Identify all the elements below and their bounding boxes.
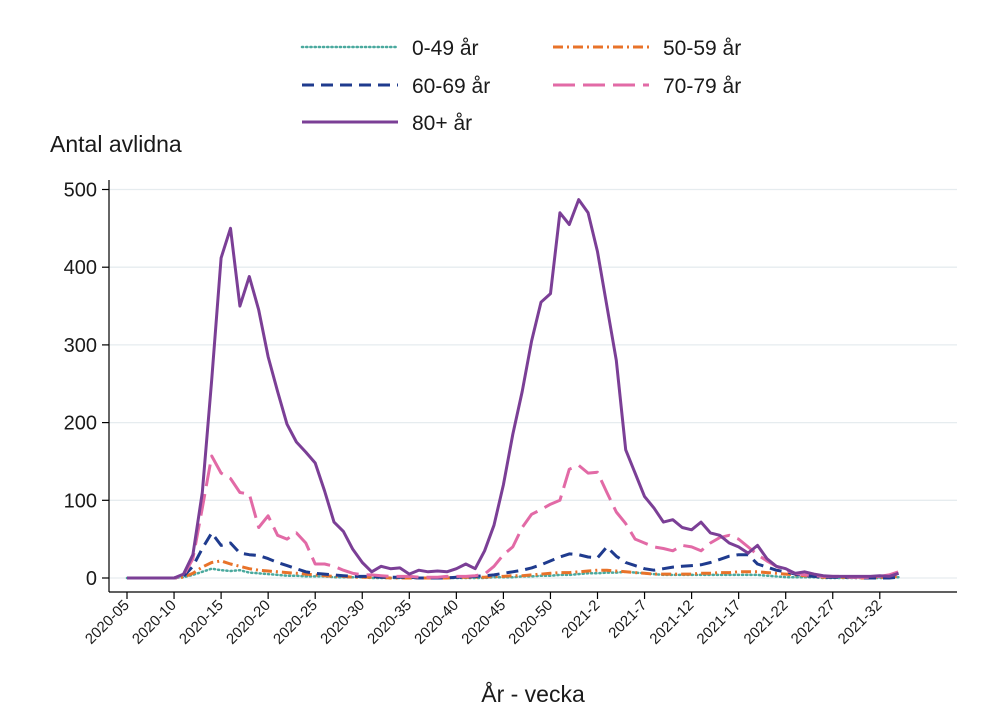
x-tick-label-8: 2020-45	[458, 597, 509, 648]
legend-item-60-69: 60-69 år	[302, 75, 490, 98]
y-tick-label-400: 400	[64, 257, 97, 279]
x-tick-label-10: 2021-2	[558, 597, 603, 642]
x-tick-label-6: 2020-35	[364, 597, 415, 648]
x-axis-ticks: 2020-052020-102020-152020-202020-252020-…	[82, 592, 886, 648]
legend-label-70-79: 70-79 år	[663, 75, 741, 98]
x-tick-label-14: 2021-22	[741, 597, 792, 648]
series-line-0	[125, 567, 900, 580]
x-tick-label-4: 2020-25	[270, 597, 321, 648]
y-axis-title: Antal avlidna	[50, 131, 182, 157]
x-tick-label-5: 2020-30	[317, 597, 368, 648]
legend-item-80plus: 80+ år	[302, 112, 472, 135]
x-tick-label-15: 2021-27	[788, 597, 839, 648]
legend-label-60-69: 60-69 år	[412, 75, 490, 98]
y-tick-label-300: 300	[64, 335, 97, 357]
x-tick-label-9: 2020-50	[505, 597, 556, 648]
x-tick-label-13: 2021-17	[694, 597, 745, 648]
y-axis-ticks: 0 100 200 300 400 500	[64, 180, 109, 590]
legend-label-80plus: 80+ år	[412, 112, 472, 135]
x-tick-label-11: 2021-7	[605, 597, 650, 642]
series-line-4	[127, 198, 900, 580]
y-tick-label-0: 0	[86, 568, 97, 590]
x-tick-label-2: 2020-15	[176, 597, 227, 648]
x-tick-label-1: 2020-10	[129, 597, 180, 648]
x-tick-label-7: 2020-40	[411, 597, 462, 648]
legend-item-0-49: 0-49 år	[300, 37, 479, 60]
x-tick-label-12: 2021-12	[646, 597, 697, 648]
gridlines	[109, 188, 957, 579]
legend-label-50-59: 50-59 år	[663, 37, 741, 60]
y-tick-label-100: 100	[64, 490, 97, 512]
legend-label-0-49: 0-49 år	[412, 37, 479, 60]
x-tick-label-16: 2021-32	[835, 597, 886, 648]
x-tick-label-3: 2020-20	[223, 597, 274, 648]
legend: 0-49 år 50-59 år 60-69 år 70-79 år 80+ å…	[300, 37, 741, 135]
legend-item-50-59: 50-59 år	[553, 37, 741, 60]
y-tick-label-200: 200	[64, 413, 97, 435]
series-line-3	[127, 454, 900, 580]
series-line-2	[127, 531, 899, 580]
x-axis-title: År - vecka	[481, 680, 585, 707]
x-tick-label-0: 2020-05	[82, 597, 133, 648]
series-lines	[125, 198, 900, 580]
legend-item-70-79: 70-79 år	[553, 75, 741, 98]
y-tick-label-500: 500	[64, 180, 97, 202]
series-line-1	[127, 559, 899, 580]
